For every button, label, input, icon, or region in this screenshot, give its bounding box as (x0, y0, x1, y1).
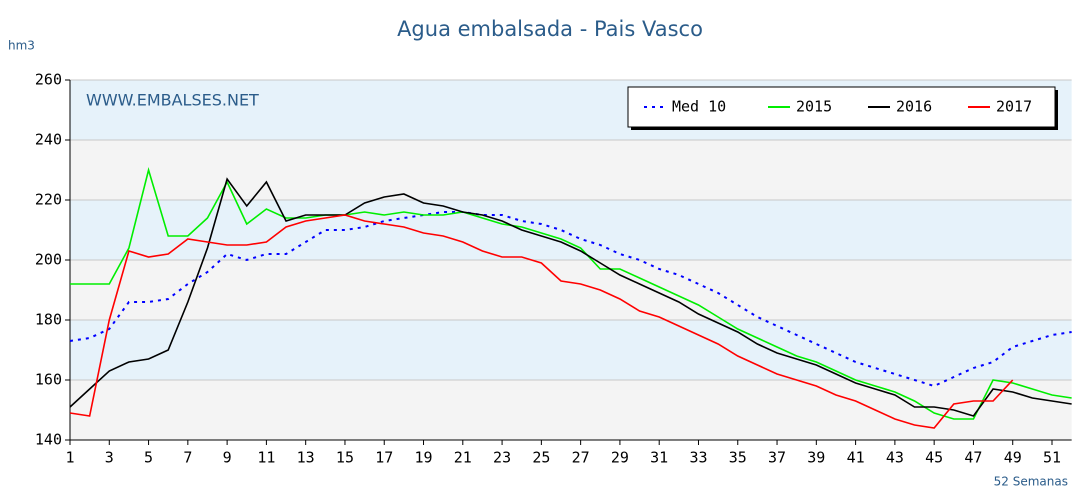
x-tick-label: 35 (729, 449, 747, 467)
y-tick-label: 180 (35, 311, 62, 329)
series-line (70, 166, 1072, 420)
x-tick-label: 9 (223, 449, 232, 467)
band (70, 200, 1072, 260)
series-line (69, 177, 1072, 417)
x-tick-label: 43 (886, 449, 904, 467)
x-tick-label: 5 (144, 449, 153, 467)
legend-label: Med 10 (672, 98, 726, 116)
x-tick-label: 15 (336, 449, 354, 467)
x-tick-label: 51 (1043, 449, 1061, 467)
band (70, 380, 1072, 440)
chart-title: Agua embalsada - Pais Vasco (397, 17, 703, 41)
plot-lines (69, 166, 1072, 429)
plot-background (65, 79, 1072, 445)
x-tick-label: 45 (925, 449, 943, 467)
y-tick-label: 260 (35, 71, 62, 89)
y-tick-label: 220 (35, 191, 62, 209)
series-line (69, 211, 1072, 388)
x-tick-label: 11 (257, 449, 275, 467)
watermark: WWW.EMBALSES.NET (86, 91, 259, 110)
x-tick-label: 33 (689, 449, 707, 467)
x-tick-label: 17 (375, 449, 393, 467)
legend: Med 10 2015 2016 2017 (627, 86, 1058, 130)
series-line (69, 214, 1014, 429)
y-tick-label: 160 (35, 371, 62, 389)
x-tick-label: 41 (847, 449, 865, 467)
x-tick-label: 7 (183, 449, 192, 467)
y-tick-label: 240 (35, 131, 62, 149)
x-tick-label: 25 (532, 449, 550, 467)
x-tick-label: 13 (297, 449, 315, 467)
x-tick-label: 1 (65, 449, 74, 467)
x-tick-label: 19 (414, 449, 432, 467)
x-tick-label: 21 (454, 449, 472, 467)
band (70, 320, 1072, 380)
x-tick-label: 49 (1004, 449, 1022, 467)
y-tick-label: 200 (35, 251, 62, 269)
x-tick-label: 3 (105, 449, 114, 467)
y-tick-label: 140 (35, 431, 62, 449)
x-tick-label: 29 (611, 449, 629, 467)
y-axis-label: hm3 (8, 39, 35, 53)
x-tick-label: 23 (493, 449, 511, 467)
x-tick-label: 39 (807, 449, 825, 467)
x-tick-label: 47 (964, 449, 982, 467)
x-tick-label: 27 (572, 449, 590, 467)
x-tick-label: 31 (650, 449, 668, 467)
x-tick-label: 37 (768, 449, 786, 467)
legend-label: 2016 (896, 98, 932, 116)
band (70, 140, 1072, 200)
x-axis-label: 52 Semanas (994, 475, 1068, 488)
legend-label: 2015 (796, 98, 832, 116)
legend-label: 2017 (996, 98, 1032, 116)
band (70, 260, 1072, 320)
